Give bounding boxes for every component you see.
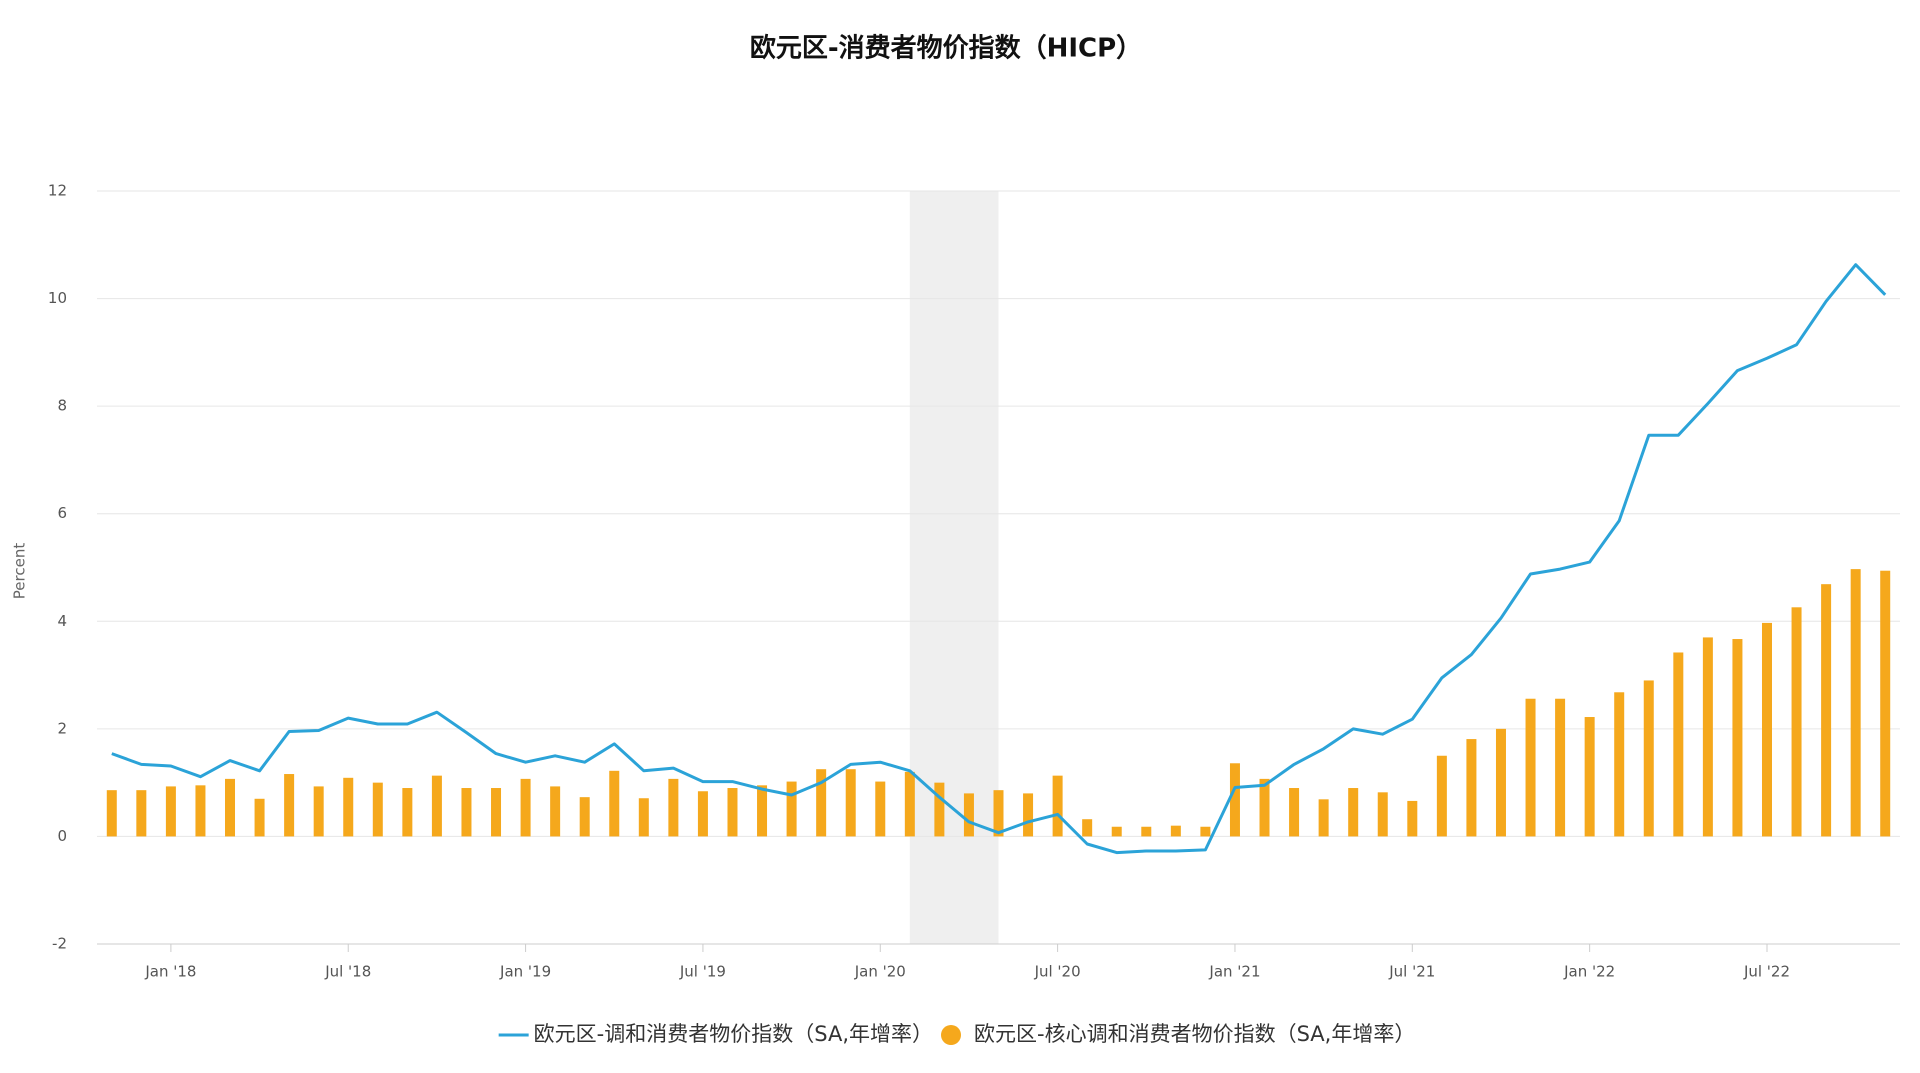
bar: [1023, 793, 1034, 837]
bar: [136, 790, 147, 837]
bar: [1111, 826, 1122, 837]
bar: [609, 770, 620, 837]
bar: [1200, 826, 1211, 837]
x-tick-label: Jan '20: [854, 963, 906, 981]
bar: [1702, 637, 1713, 837]
legend: 欧元区-调和消费者物价指数（SA,年增率） 欧元区-核心调和消费者物价指数（SA,…: [498, 1022, 1415, 1046]
bar: [1259, 778, 1270, 837]
x-tick-label: Jul '18: [324, 963, 371, 981]
y-tick-label: 0: [57, 827, 67, 845]
bar: [1555, 698, 1566, 837]
x-tick-label: Jan '19: [499, 963, 551, 981]
bar: [1495, 728, 1506, 837]
bar: [934, 782, 945, 837]
x-tick-label: Jul '21: [1388, 963, 1435, 981]
bar: [1791, 607, 1802, 837]
bar: [165, 786, 176, 837]
bar: [343, 777, 354, 837]
bar: [1377, 792, 1388, 837]
bar: [550, 786, 561, 837]
x-tick-label: Jan '21: [1208, 963, 1260, 981]
y-tick-label: 10: [48, 289, 67, 307]
bar: [1348, 788, 1359, 837]
bar: [195, 785, 206, 837]
x-tick-label: Jul '19: [679, 963, 726, 981]
bar: [491, 788, 502, 837]
legend-label: 欧元区-核心调和消费者物价指数（SA,年增率）: [974, 1022, 1415, 1046]
bar: [816, 769, 827, 837]
bar: [106, 790, 117, 837]
bar: [1141, 826, 1152, 837]
y-axis-label: Percent: [11, 543, 29, 600]
bar: [1850, 569, 1861, 837]
y-tick-label: 6: [57, 504, 67, 522]
legend-swatch: [941, 1025, 961, 1045]
shaded-period: [909, 191, 999, 944]
bar: [1761, 622, 1772, 837]
bar: [1673, 652, 1684, 837]
bar: [875, 781, 886, 837]
bar: [1407, 800, 1418, 837]
x-tick-label: Jul '20: [1034, 963, 1081, 981]
bar: [1584, 717, 1595, 837]
bar: [372, 782, 383, 837]
bar: [904, 771, 915, 837]
bar: [697, 791, 708, 837]
bar: [727, 788, 738, 837]
y-tick-label: 12: [48, 182, 67, 200]
bar: [993, 790, 1004, 837]
bar: [963, 793, 974, 837]
line: [111, 263, 1887, 855]
chart-title: 欧元区-消费者物价指数（HICP）: [750, 33, 1142, 64]
bar: [431, 775, 442, 837]
bar: [1643, 680, 1654, 837]
bar: [668, 778, 679, 837]
x-tick-label: Jul '22: [1743, 963, 1790, 981]
bar: [1732, 639, 1743, 837]
bar: [1082, 819, 1093, 837]
bar: [520, 778, 531, 837]
y-tick-label: 2: [57, 719, 67, 737]
bar: [1229, 763, 1240, 837]
bar: [1052, 775, 1063, 837]
bar: [1525, 698, 1536, 837]
bar: [579, 797, 590, 837]
bar: [757, 785, 768, 837]
bar: [313, 786, 324, 837]
bar: [1318, 799, 1329, 837]
x-tick-label: Jan '18: [144, 963, 196, 981]
y-tick-label: -2: [52, 935, 67, 953]
bar: [254, 798, 265, 837]
legend-label: 欧元区-调和消费者物价指数（SA,年增率）: [534, 1022, 933, 1046]
bar: [1289, 788, 1300, 837]
bar: [1614, 692, 1625, 837]
bar: [402, 788, 413, 837]
bar: [1466, 739, 1477, 837]
bar: [1436, 755, 1447, 837]
bar: [845, 769, 856, 837]
bar: [1821, 584, 1832, 837]
y-tick-label: 8: [57, 397, 67, 415]
bar: [225, 778, 236, 837]
bar: [1880, 570, 1891, 837]
bar: [786, 781, 797, 837]
bar: [1170, 825, 1181, 837]
bar: [284, 774, 295, 837]
x-tick-label: Jan '22: [1563, 963, 1615, 981]
bar: [638, 798, 649, 837]
bar: [461, 788, 472, 837]
y-tick-label: 4: [57, 612, 67, 630]
